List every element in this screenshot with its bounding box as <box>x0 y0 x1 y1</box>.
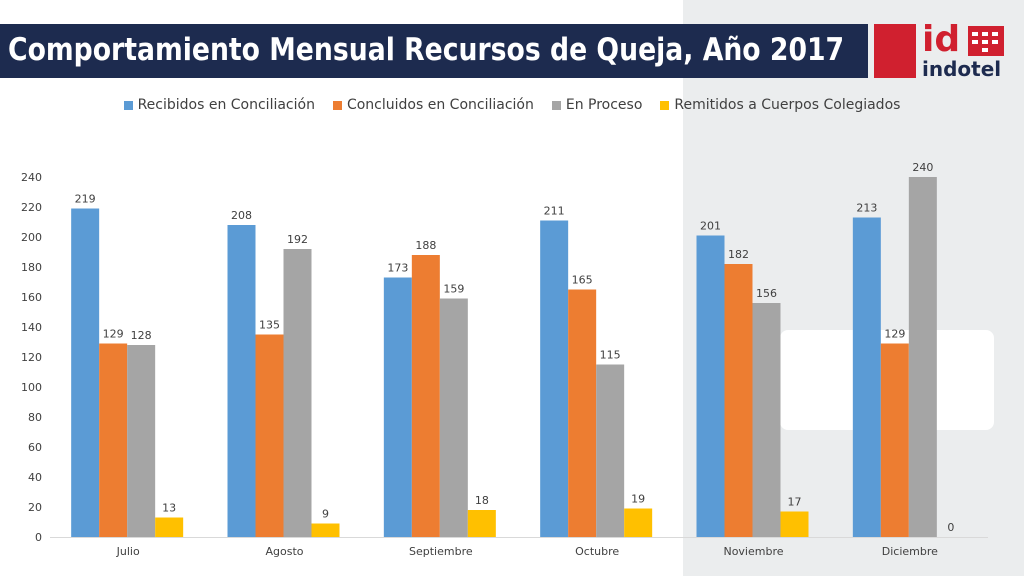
data-label: 13 <box>162 502 176 515</box>
legend-label: Remitidos a Cuerpos Colegiados <box>674 97 901 113</box>
legend-label: En Proceso <box>565 97 643 113</box>
y-tick-label: 40 <box>28 471 42 484</box>
logo-name: indotel <box>922 57 1002 81</box>
bar <box>752 303 781 537</box>
y-tick-label: 120 <box>21 351 42 364</box>
legend-item: Remitidos a Cuerpos Colegiados <box>660 97 900 113</box>
bar <box>127 345 156 537</box>
bar <box>467 510 496 537</box>
y-tick-label: 60 <box>28 441 42 454</box>
x-tick-label: Julio <box>116 545 140 558</box>
data-label: 9 <box>322 508 329 521</box>
x-tick-label: Septiembre <box>409 545 473 558</box>
bar <box>99 343 128 537</box>
data-label: 129 <box>884 328 905 341</box>
legend-swatch <box>332 100 342 110</box>
data-label: 211 <box>544 205 565 218</box>
x-tick-label: Noviembre <box>723 545 783 558</box>
data-label: 17 <box>788 496 802 509</box>
bar <box>227 225 256 537</box>
title-bar: Comportamiento Mensual Recursos de Queja… <box>0 24 868 78</box>
bar <box>71 208 100 537</box>
bar <box>852 217 881 537</box>
data-label: 135 <box>259 319 280 332</box>
legend-swatch <box>551 100 561 110</box>
legend-label: Recibidos en Conciliación <box>137 97 315 113</box>
legend-swatch <box>660 100 670 110</box>
data-label: 219 <box>75 193 96 206</box>
data-label: 173 <box>387 262 408 275</box>
logo-mark: id <box>922 19 961 60</box>
bar <box>283 249 312 537</box>
data-label: 240 <box>912 161 933 174</box>
data-label: 115 <box>600 349 621 362</box>
y-tick-label: 160 <box>21 291 42 304</box>
data-label: 19 <box>631 493 645 506</box>
chart-legend: Recibidos en Conciliación Concluidos en C… <box>0 92 1024 118</box>
legend-item: Recibidos en Conciliación <box>123 97 315 113</box>
data-label: 165 <box>572 274 593 287</box>
indotel-logo: id indotel <box>920 20 1016 84</box>
bar <box>624 508 653 537</box>
bar <box>724 264 753 537</box>
x-tick-label: Diciembre <box>882 545 938 558</box>
chart-area: Recibidos en Conciliación Concluidos en C… <box>0 92 1024 576</box>
bar <box>696 235 725 537</box>
bar <box>540 220 569 537</box>
y-tick-label: 240 <box>21 171 42 184</box>
data-label: 201 <box>700 220 721 233</box>
data-label: 208 <box>231 209 252 222</box>
data-label: 159 <box>443 283 464 296</box>
bar <box>880 343 909 537</box>
logo-grid-icon <box>968 26 1004 56</box>
bar <box>155 517 184 537</box>
bar <box>439 298 468 537</box>
data-label: 129 <box>103 328 124 341</box>
x-tick-label: Octubre <box>575 545 619 558</box>
y-tick-label: 180 <box>21 261 42 274</box>
bar <box>908 177 937 537</box>
legend-label: Concluidos en Conciliación <box>346 97 534 113</box>
bar <box>311 523 340 537</box>
bar <box>411 255 440 537</box>
data-label: 188 <box>415 239 436 252</box>
data-label: 182 <box>728 248 749 261</box>
logo-red-block <box>874 24 916 78</box>
bar <box>780 511 809 537</box>
bar <box>383 277 412 537</box>
data-label: 213 <box>856 202 877 215</box>
y-tick-label: 200 <box>21 231 42 244</box>
data-label: 0 <box>947 521 954 534</box>
y-tick-label: 220 <box>21 201 42 214</box>
data-label: 128 <box>131 329 152 342</box>
legend-item: En Proceso <box>551 97 643 113</box>
y-tick-label: 80 <box>28 411 42 424</box>
data-label: 192 <box>287 233 308 246</box>
y-tick-label: 100 <box>21 381 42 394</box>
legend-swatch <box>123 100 133 110</box>
legend-item: Concluidos en Conciliación <box>332 97 534 113</box>
bar <box>596 364 625 537</box>
y-tick-label: 20 <box>28 501 42 514</box>
y-tick-label: 140 <box>21 321 42 334</box>
y-tick-label: 0 <box>35 531 42 544</box>
bar <box>568 289 597 537</box>
data-label: 18 <box>475 494 489 507</box>
x-tick-label: Agosto <box>265 545 303 558</box>
page-title: Comportamiento Mensual Recursos de Queja… <box>8 32 845 68</box>
bar <box>255 334 284 537</box>
data-label: 156 <box>756 287 777 300</box>
